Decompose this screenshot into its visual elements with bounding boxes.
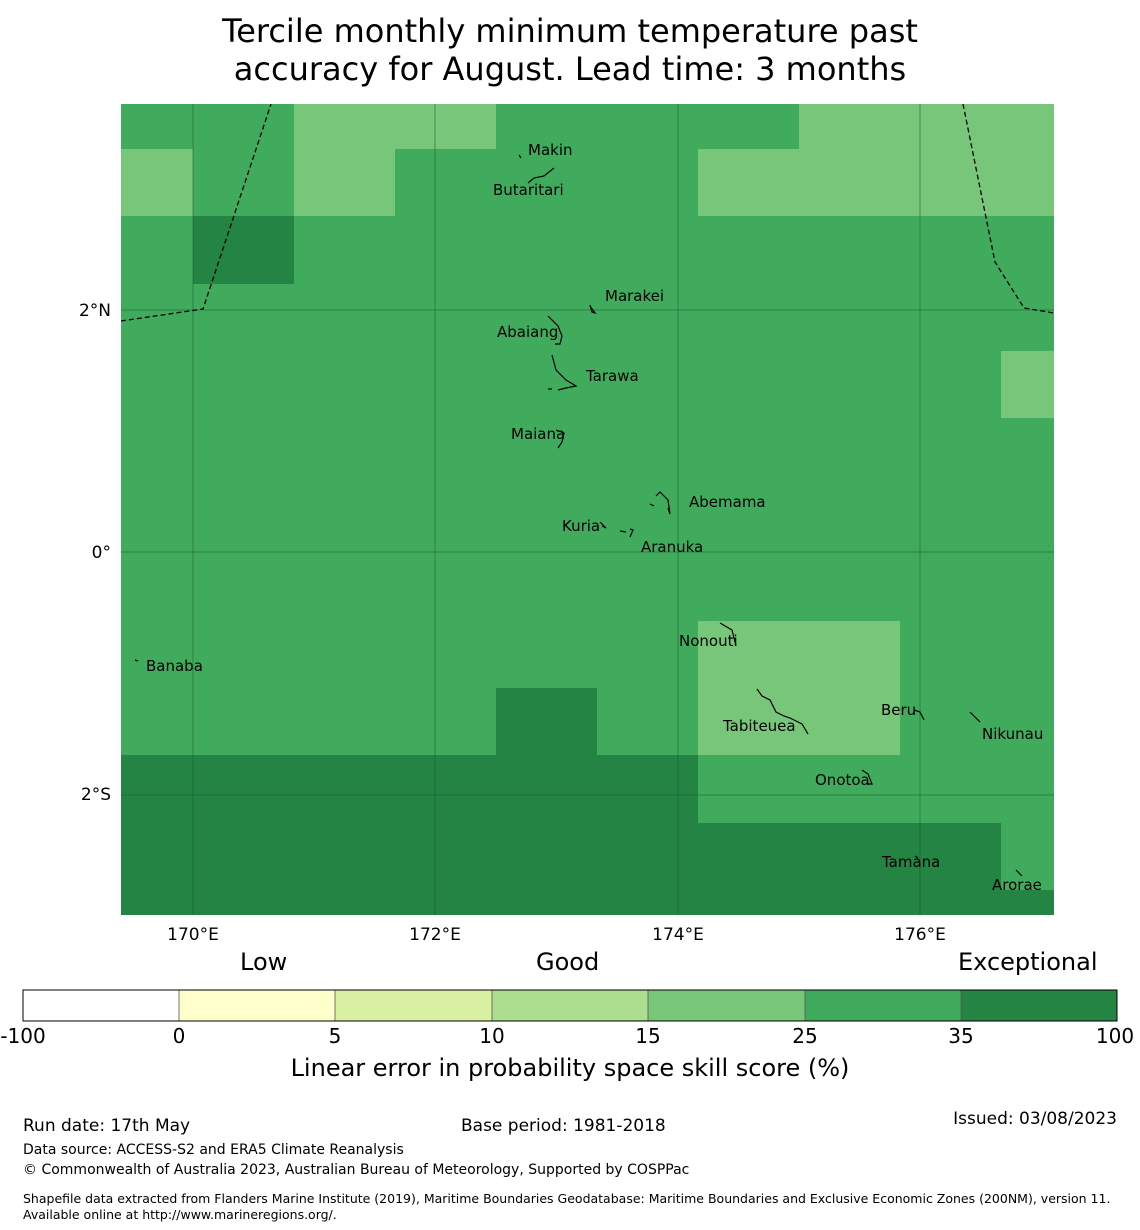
- island-label-abemama: Abemama: [689, 493, 766, 511]
- cells-35-100: [121, 216, 1054, 915]
- colorbar-tick: 10: [479, 1024, 505, 1048]
- island-label-nonouti: Nonouti: [679, 632, 738, 650]
- island-label-tamana: Tamana: [881, 853, 940, 871]
- cell: [193, 216, 294, 284]
- colorbar-label-exceptional: Exceptional: [958, 948, 1098, 976]
- colorbar-segment: [335, 990, 492, 1021]
- onotoa-outline: [861, 769, 873, 785]
- island-label-arorae: Arorae: [992, 876, 1042, 894]
- chart-title: Tercile monthly minimum temperature past…: [0, 12, 1140, 88]
- lon-label-174e: 174°E: [652, 925, 704, 945]
- arorae-outline: [1015, 869, 1023, 877]
- island-label-tabiteuea: Tabiteuea: [722, 717, 796, 735]
- island-label-nikunau: Nikunau: [982, 725, 1043, 743]
- island-label-banaba: Banaba: [146, 657, 203, 675]
- lon-label-172e: 172°E: [409, 925, 461, 945]
- cell: [698, 621, 900, 755]
- lat-label-2s: 2°S: [81, 785, 111, 805]
- cell: [799, 104, 1054, 149]
- butaritari-outline: [527, 167, 555, 184]
- abemama-islet: [649, 503, 655, 507]
- cell: [294, 149, 395, 216]
- tamana-outline: [914, 855, 919, 859]
- eez-boundaries: [120, 103, 1055, 322]
- banaba-outline: [134, 659, 139, 662]
- makin-outline: [518, 154, 522, 159]
- colorbar-segment: [805, 990, 961, 1021]
- colorbar-tick: 5: [328, 1024, 342, 1048]
- lon-label-170e: 170°E: [167, 925, 219, 945]
- colorbar-segment: [648, 990, 805, 1021]
- cell: [294, 104, 496, 149]
- skill-map: Makin Butaritari Marakei Abaiang Tarawa …: [79, 103, 1055, 945]
- cell: [121, 755, 698, 915]
- island-label-butaritari: Butaritari: [493, 181, 564, 199]
- island-label-maiana: Maiana: [511, 425, 565, 443]
- colorbar-frame: [22, 989, 1118, 1022]
- colorbar-tick: 100: [1095, 1024, 1135, 1048]
- colorbar-segment: [179, 990, 335, 1021]
- colorbar-tick: 0: [172, 1024, 186, 1048]
- colorbar-tick: 35: [948, 1024, 974, 1048]
- island-label-abaiang: Abaiang: [497, 323, 558, 341]
- cell: [1001, 890, 1054, 915]
- colorbar-segment: [961, 990, 1117, 1021]
- island-label-onotoa: Onotoa: [815, 771, 870, 789]
- cell: [698, 823, 1001, 915]
- maiana-outline: [555, 429, 565, 449]
- lat-label-0: 0°: [92, 543, 111, 563]
- lat-label-2n: 2°N: [79, 301, 111, 321]
- run-date: Run date: 17th May: [23, 1116, 191, 1136]
- colorbar-label-low: Low: [240, 948, 288, 976]
- tarawa-outline: [551, 354, 578, 391]
- aranuka-outline: [619, 528, 634, 538]
- kuria-outline: [599, 521, 607, 529]
- cells-15-25: [121, 104, 1054, 755]
- colorbar-dividers: [178, 990, 962, 1021]
- issued-date: Issued: 03/08/2023: [953, 1109, 1117, 1129]
- abaiang-outline: [547, 315, 563, 345]
- island-label-marakei: Marakei: [605, 287, 664, 305]
- beru-outline: [913, 709, 925, 721]
- cell: [698, 149, 1054, 216]
- colorbar-tick: 15: [635, 1024, 661, 1048]
- colorbar: [22, 989, 1118, 1022]
- cell: [496, 688, 597, 755]
- copyright: © Commonwealth of Australia 2023, Austra…: [23, 1162, 690, 1178]
- island-label-tarawa: Tarawa: [585, 367, 639, 385]
- island-label-aranuka: Aranuka: [641, 538, 703, 556]
- marakei-outline: [589, 304, 597, 315]
- cell: [1001, 351, 1054, 418]
- abemama-outline: [655, 491, 671, 515]
- island-label-makin: Makin: [528, 141, 573, 159]
- cell: [121, 149, 193, 216]
- colorbar-tick: -100: [0, 1024, 46, 1048]
- data-source: Data source: ACCESS-S2 and ERA5 Climate …: [23, 1142, 404, 1158]
- colorbar-segment: [23, 990, 179, 1021]
- nonouti-outline: [719, 622, 737, 647]
- eez-boundary-east: [962, 103, 1055, 314]
- island-outlines: [134, 154, 1023, 877]
- gridlines: [121, 104, 1054, 915]
- island-label-kuria: Kuria: [562, 517, 600, 535]
- colorbar-label-good: Good: [536, 948, 600, 976]
- base-period: Base period: 1981-2018: [461, 1116, 666, 1136]
- tabiteuea-outline: [756, 688, 809, 735]
- title-line-1: Tercile monthly minimum temperature past: [222, 12, 918, 50]
- eez-boundary-west: [120, 103, 272, 322]
- island-label-beru: Beru: [881, 701, 916, 719]
- colorbar-segment: [492, 990, 648, 1021]
- colorbar-tick: 25: [792, 1024, 818, 1048]
- shapefile-credit: Shapefile data extracted from Flanders M…: [23, 1191, 1111, 1222]
- lon-label-176e: 176°E: [894, 925, 946, 945]
- colorbar-title: Linear error in probability space skill …: [290, 1054, 850, 1082]
- nikunau-outline: [969, 711, 981, 723]
- title-line-2: accuracy for August. Lead time: 3 months: [233, 50, 907, 88]
